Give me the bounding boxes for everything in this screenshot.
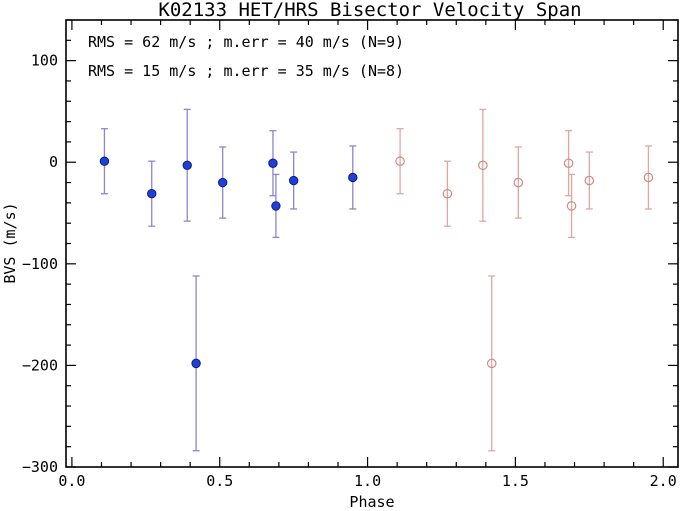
data-point-filled (191, 358, 201, 369)
x-tick-label: 0.0 (58, 472, 85, 490)
y-tick-label: 100 (31, 52, 58, 70)
data-point-open (643, 172, 654, 183)
data-point-filled (147, 189, 157, 199)
data-point-filled (268, 158, 278, 168)
x-tick-label: 2.0 (650, 472, 677, 490)
y-axis-label: BVS (m/s) (1, 202, 19, 283)
chart-title: K02133 HET/HRS Bisector Velocity Span (158, 0, 581, 21)
data-point-open (486, 358, 497, 369)
x-tick-label: 0.5 (206, 472, 233, 490)
y-tick-label: 0 (49, 153, 58, 171)
x-tick-label: 1.5 (502, 472, 529, 490)
x-axis-label: Phase (349, 493, 394, 511)
data-point-open (478, 160, 488, 171)
data-point-open (442, 188, 453, 199)
data-point-open (584, 175, 595, 186)
annotation-line-1: RMS = 62 m/s ; m.err = 40 m/s (N=9) (88, 33, 404, 51)
data-point-filled (99, 156, 110, 166)
y-tick-label: −100 (22, 255, 58, 273)
data-layer (99, 108, 654, 452)
data-point-filled (217, 177, 228, 188)
data-point-filled (348, 172, 358, 183)
data-point-filled (288, 175, 299, 186)
data-point-open (566, 201, 577, 211)
plot-frame (65, 19, 679, 468)
y-tick-label: −300 (22, 458, 58, 476)
annotation-line-2: RMS = 15 m/s ; m.err = 35 m/s (N=8) (88, 62, 404, 80)
data-point-open (513, 177, 524, 188)
y-tick-label: −200 (22, 356, 58, 374)
data-point-open (395, 156, 405, 167)
data-point-filled (271, 201, 281, 211)
axes-layer: 0.0 0.5 1.0 1.5 2.0 −300 −200 −100 0 100 (22, 19, 678, 490)
data-point-open (563, 158, 574, 169)
data-point-filled (182, 160, 192, 170)
x-tick-label: 1.0 (354, 472, 381, 490)
